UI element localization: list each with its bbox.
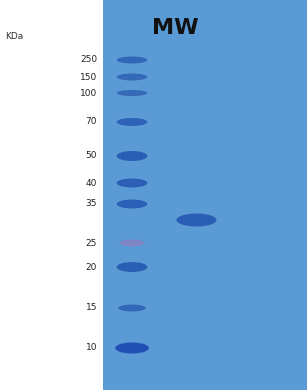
Text: 150: 150 (80, 73, 97, 82)
Text: 25: 25 (86, 239, 97, 248)
Text: 50: 50 (86, 151, 97, 161)
Text: 70: 70 (86, 117, 97, 126)
Text: 15: 15 (86, 303, 97, 312)
Text: 100: 100 (80, 89, 97, 98)
Text: 35: 35 (86, 200, 97, 209)
Text: KDa: KDa (5, 32, 23, 41)
Text: 20: 20 (86, 262, 97, 271)
Text: 40: 40 (86, 179, 97, 188)
Text: MW: MW (152, 18, 198, 38)
Text: 10: 10 (86, 344, 97, 353)
Text: 250: 250 (80, 55, 97, 64)
